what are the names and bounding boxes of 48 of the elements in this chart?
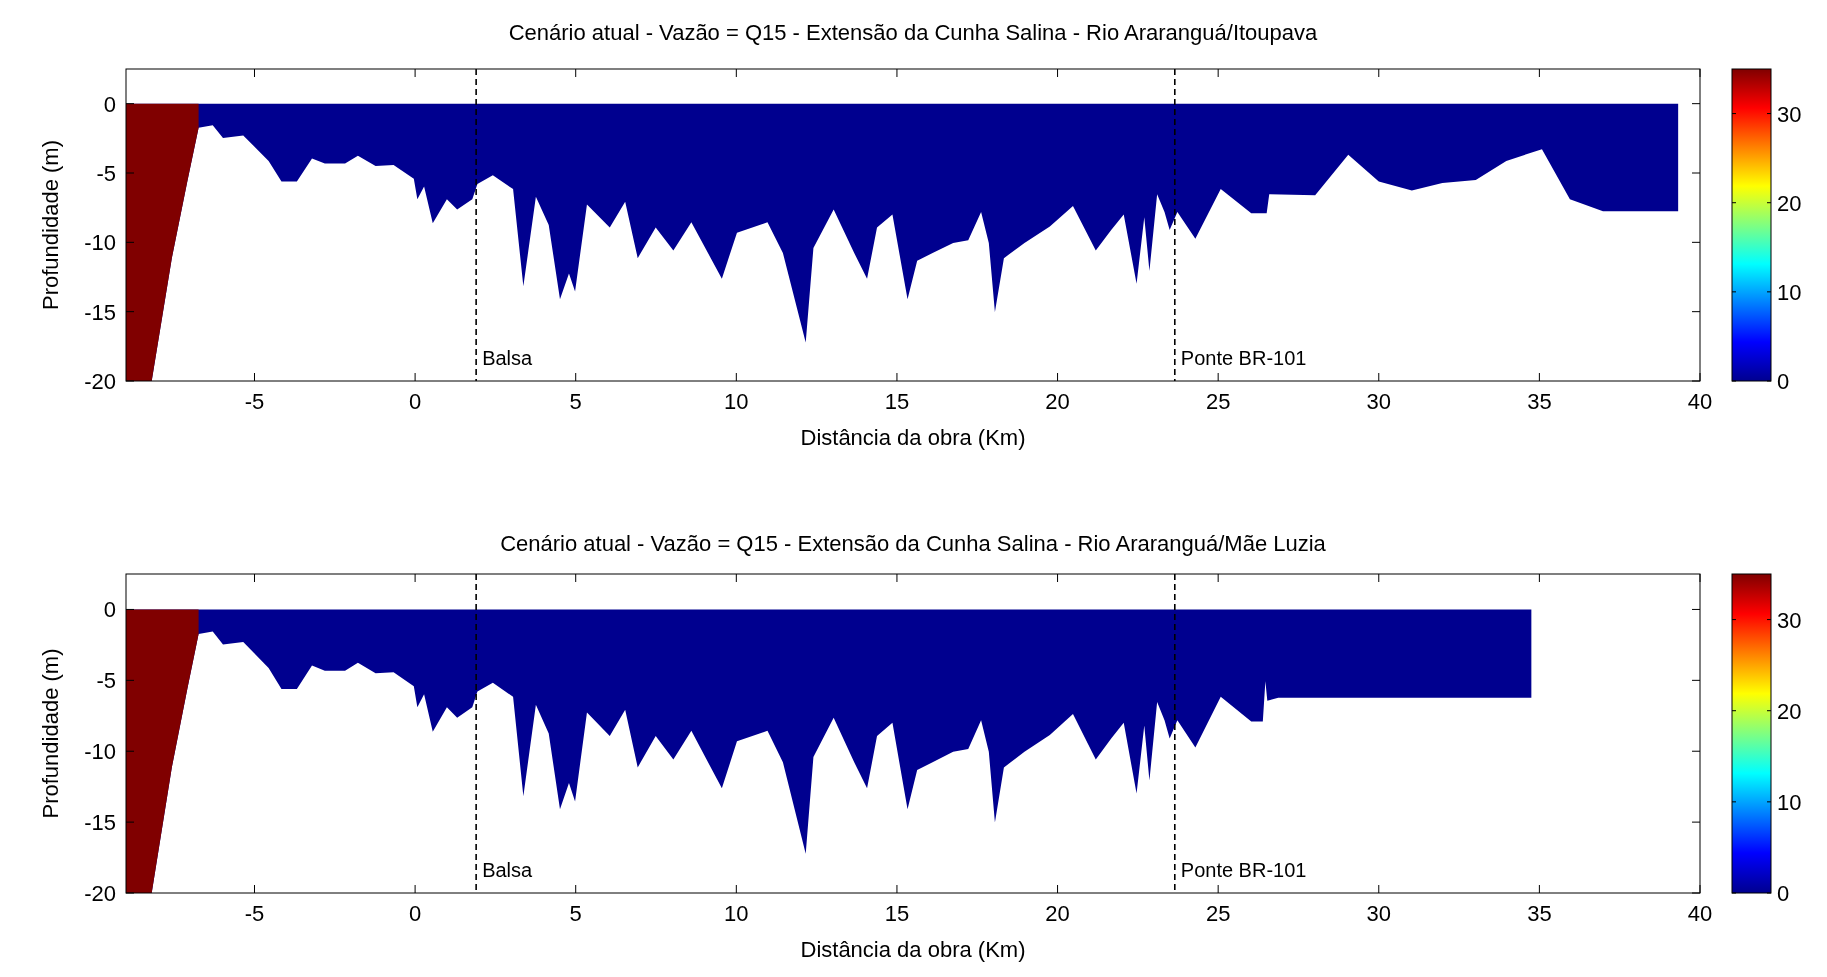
chart-title: Cenário atual - Vazão = Q15 - Extensão da Cunha Salina - Rio Araranguá/Mãe Luzia [500,531,1327,556]
x-tick-label: 30 [1366,389,1392,414]
x-axis-title: Distância da obra (Km) [800,425,1026,450]
ref-line-label: Ponte BR-101 [1180,859,1307,881]
x-tick-label: 25 [1205,901,1231,926]
x-tick-label: 20 [1045,901,1070,926]
y-tick-label: -15 [84,810,116,836]
y-tick-label: 0 [103,91,116,117]
color-bar-label: 10 [1777,279,1802,305]
ref-line-label: Balsa [482,859,534,881]
x-tick-label: 0 [408,901,422,926]
y-tick-label: -20 [84,881,116,906]
chart-title: Cenário atual - Vazão = Q15 - Extensão da Cunha Salina - Rio Araranguá/Itoupava [508,20,1319,45]
color-bar-label: 30 [1777,101,1802,127]
x-tick-label: 35 [1527,901,1552,926]
x-tick-label: -5 [244,389,265,414]
x-tick-label: 40 [1687,389,1713,414]
ref-line-label: Balsa [482,347,534,369]
color-bar-label: 0 [1777,881,1790,906]
y-tick-label: -5 [96,161,116,186]
y-axis-title: Profundidade (m) [38,648,63,819]
x-tick-label: 30 [1366,901,1392,926]
y-tick-label: -10 [84,739,116,765]
y-tick-label: -10 [84,230,116,256]
color-bar-label: 10 [1777,789,1802,815]
x-axis-title: Distância da obra (Km) [800,937,1026,962]
color-bar-label: 20 [1777,698,1802,724]
x-tick-label: 40 [1687,901,1713,926]
x-tick-label: -5 [244,901,265,926]
x-tick-label: 5 [569,389,582,414]
ref-line-label: Ponte BR-101 [1180,347,1307,369]
y-tick-label: 0 [103,597,116,623]
x-tick-label: 25 [1205,389,1231,414]
color-bar-label: 0 [1777,369,1790,394]
color-bar-label: 30 [1777,607,1802,633]
x-tick-label: 35 [1527,389,1552,414]
x-tick-label: 15 [884,389,910,414]
y-tick-label: -5 [96,668,116,694]
x-tick-label: 20 [1045,389,1070,414]
x-tick-label: 15 [884,901,910,926]
y-tick-label: -15 [84,299,116,325]
color-bar-label: 20 [1777,190,1802,216]
x-tick-label: 5 [569,901,582,926]
y-axis-title: Profundidade (m) [38,140,63,310]
x-tick-label: 10 [724,901,749,926]
x-tick-label: 0 [408,389,422,414]
y-tick-label: -20 [84,369,116,394]
x-tick-label: 10 [724,389,749,414]
